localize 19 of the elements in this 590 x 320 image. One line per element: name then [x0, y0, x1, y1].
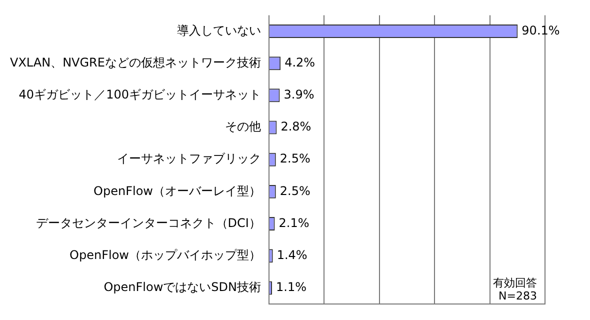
data-label: 3.9% — [284, 88, 314, 102]
data-label: 1.4% — [276, 248, 308, 262]
data-label: 2.5% — [280, 152, 310, 166]
data-label: 2.1% — [278, 216, 310, 230]
y-tick-label: OpenFlowではないSDN技術 — [104, 280, 261, 294]
y-tick-label: データセンターインターコネクト（DCI） — [36, 216, 261, 230]
y-tick-label: OpenFlow（オーバーレイ型） — [94, 184, 261, 198]
y-tick-label: VXLAN、NVGREなどの仮想ネットワーク技術 — [10, 55, 261, 70]
data-label: 2.5% — [280, 184, 310, 198]
data-label: 4.2% — [284, 55, 316, 70]
y-tick-label: イーサネットファブリック — [116, 152, 261, 166]
y-tick-label: 導入していない — [176, 23, 261, 38]
data-label: 2.8% — [280, 120, 312, 134]
annotation: 有効回答 N=283 — [493, 276, 537, 302]
y-tick-label: 40ギガビット／100ギガビットイーサネット — [18, 88, 261, 102]
data-label: 1.1% — [276, 280, 307, 294]
y-tick-label: OpenFlow（ホップバイホップ型） — [70, 248, 261, 262]
data-label: 90.1% — [522, 23, 560, 38]
y-tick-label: その他 — [224, 120, 261, 134]
